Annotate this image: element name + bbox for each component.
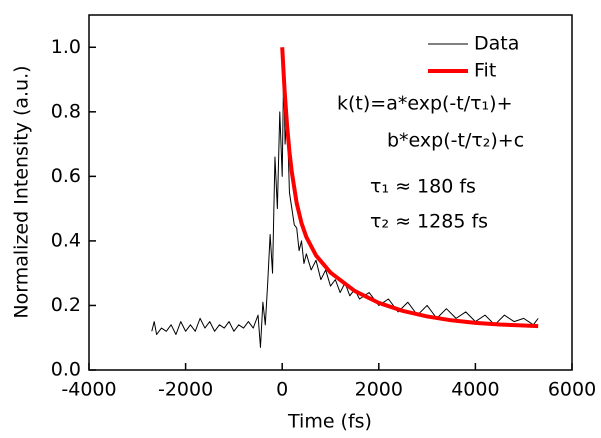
legend-label: Fit <box>474 60 496 82</box>
series-line <box>280 47 539 329</box>
y-tick-label: 0.4 <box>51 229 81 251</box>
annotation: τ₂ ≈ 1285 fs <box>370 211 488 233</box>
x-tick-label: 2000 <box>355 379 403 401</box>
legend-label: Data <box>474 33 519 55</box>
plot-frame <box>88 14 573 371</box>
series-line <box>151 69 539 348</box>
x-tick-label: -2000 <box>158 379 213 401</box>
x-tick-label: 0 <box>276 379 288 401</box>
y-tick-label: 0.8 <box>51 100 81 122</box>
annotation: τ₁ ≈ 180 fs <box>370 176 476 198</box>
y-tick-label: 0.2 <box>51 294 81 316</box>
x-tick-label: 6000 <box>548 379 596 401</box>
y-axis-label: Normalized Intensity (a.u.) <box>11 65 33 318</box>
x-tick-label: 4000 <box>451 379 499 401</box>
x-axis-label: Time (fs) <box>287 411 372 433</box>
y-tick-label: 0.0 <box>51 359 81 381</box>
y-tick-label: 1.0 <box>51 36 81 58</box>
y-tick-label: 0.6 <box>51 165 81 187</box>
annotation: k(t)=a*exp(-t/τ₁)+ <box>337 93 513 115</box>
annotation: b*exp(-t/τ₂)+c <box>387 130 524 152</box>
x-tick-label: -4000 <box>61 379 116 401</box>
